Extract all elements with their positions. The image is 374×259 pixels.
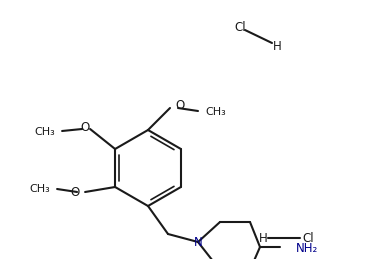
Text: CH₃: CH₃ (34, 127, 55, 137)
Text: O: O (175, 98, 184, 112)
Text: H: H (259, 232, 267, 244)
Text: O: O (80, 120, 90, 133)
Text: H: H (273, 40, 281, 53)
Text: Cl: Cl (302, 232, 314, 244)
Text: N: N (194, 236, 202, 249)
Text: Cl: Cl (234, 20, 246, 33)
Text: CH₃: CH₃ (29, 184, 50, 194)
Text: O: O (71, 185, 80, 198)
Text: CH₃: CH₃ (205, 107, 226, 117)
Text: NH₂: NH₂ (296, 241, 318, 255)
